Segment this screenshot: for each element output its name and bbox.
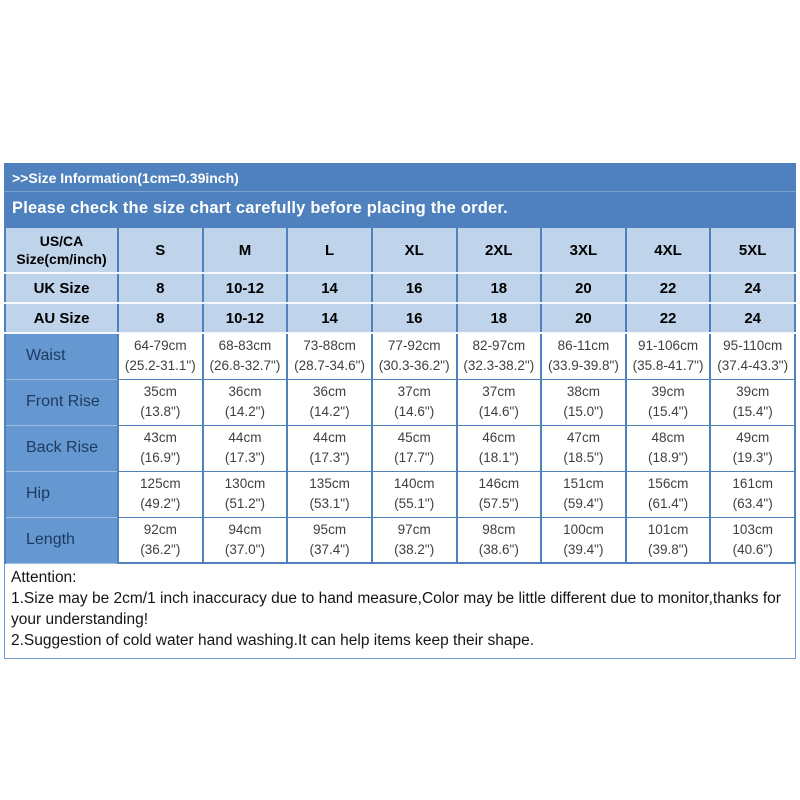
measurement-cell: 97cm (38.2") [370,516,458,564]
size-value-cell: 14 [286,302,373,334]
table-row: AU Size 8 10-12 14 16 18 20 22 24 [4,302,796,334]
row-label: Length [4,516,119,564]
measurement-cell: 140cm (55.1") [370,470,458,518]
size-value-cell: 24 [709,302,796,334]
column-header-4xl: 4XL [624,228,712,274]
table-row: Front Rise 35cm (13.8") 36cm (14.2") 36cm (14.… [4,378,796,426]
size-table-body: UK Size 8 10-12 14 16 18 20 22 24 AU Size 8 10-12 14… [4,272,796,564]
measurement-cell: 146cm (57.5") [455,470,543,518]
measurement-cell: 151cm (59.4") [540,470,627,518]
attention-box: Attention: 1.Size may be 2cm/1 inch inac… [4,564,796,659]
measurement-cell: 77-92cm (30.3-36.2") [370,332,458,380]
table-row: Length 92cm (36.2") 94cm (37.0") 95cm (37.4") 9… [4,516,796,564]
measurement-cell: 100cm (39.4") [540,516,627,564]
measurement-cell: 44cm (17.3") [201,424,289,472]
table-row: Back Rise 43cm (16.9") 44cm (17.3") 44cm (17.3… [4,424,796,472]
attention-heading: Attention: [11,569,77,586]
measurement-cell: 45cm (17.7") [370,424,458,472]
size-value-cell: 16 [370,302,458,334]
measurement-cell: 38cm (15.0") [540,378,627,426]
row-label: Hip [4,470,119,518]
size-value-cell: 20 [540,272,627,304]
measurement-cell: 161cm (63.4") [709,470,796,518]
measurement-cell: 73-88cm (28.7-34.6") [286,332,373,380]
size-value-cell: 22 [624,272,712,304]
table-row: Waist 64-79cm (25.2-31.1") 68-83cm (26.8-32.… [4,332,796,380]
size-value-cell: 18 [455,302,543,334]
banner: >>Size Information(1cm=0.39inch) Please … [4,163,796,228]
measurement-cell: 130cm (51.2") [201,470,289,518]
row-label: Back Rise [4,424,119,472]
size-value-cell: 20 [540,302,627,334]
measurement-cell: 82-97cm (32.3-38.2") [455,332,543,380]
corner-header-cell: US/CA Size(cm/inch) [4,228,119,274]
column-header-l: L [286,228,373,274]
measurement-cell: 46cm (18.1") [455,424,543,472]
measurement-cell: 64-79cm (25.2-31.1") [117,332,204,380]
attention-line: 2.Suggestion of cold water hand washing.… [11,632,535,649]
size-value-cell: 8 [117,272,204,304]
measurement-cell: 47cm (18.5") [540,424,627,472]
measurement-cell: 86-11cm (33.9-39.8") [540,332,627,380]
measurement-cell: 36cm (14.2") [286,378,373,426]
table-row: Hip 125cm (49.2") 130cm (51.2") 135cm (53.1") 1… [4,470,796,518]
size-value-cell: 10-12 [201,302,289,334]
measurement-cell: 156cm (61.4") [624,470,712,518]
measurement-cell: 125cm (49.2") [117,470,204,518]
row-label: Waist [4,332,119,380]
size-value-cell: 22 [624,302,712,334]
banner-subtitle: Please check the size chart carefully be… [12,199,508,217]
size-value-cell: 8 [117,302,204,334]
size-value-cell: 14 [286,272,373,304]
column-header-m: M [201,228,289,274]
measurement-cell: 98cm (38.6") [455,516,543,564]
attention-lines: 1.Size may be 2cm/1 inch inaccuracy due … [11,588,789,651]
column-header-5xl: 5XL [709,228,796,274]
measurement-cell: 48cm (18.9") [624,424,712,472]
banner-title: >>Size Information(1cm=0.39inch) [4,163,796,192]
header-row: US/CA Size(cm/inch) S M L XL 2XL 3XL 4XL 5XL [4,228,796,274]
row-label: UK Size [4,272,119,304]
size-value-cell: 18 [455,272,543,304]
column-header-3xl: 3XL [540,228,627,274]
measurement-cell: 37cm (14.6") [370,378,458,426]
size-value-cell: 10-12 [201,272,289,304]
size-information-panel: >>Size Information(1cm=0.39inch) Please … [4,163,796,659]
measurement-cell: 103cm (40.6") [709,516,796,564]
measurement-cell: 92cm (36.2") [117,516,204,564]
row-label: AU Size [4,302,119,334]
measurement-cell: 35cm (13.8") [117,378,204,426]
measurement-cell: 39cm (15.4") [709,378,796,426]
size-table: US/CA Size(cm/inch) S M L XL 2XL 3XL 4XL 5XL UK S… [4,228,796,564]
measurement-cell: 44cm (17.3") [286,424,373,472]
measurement-cell: 95-110cm (37.4-43.3") [709,332,796,380]
attention-line: 1.Size may be 2cm/1 inch inaccuracy due … [11,590,781,628]
measurement-cell: 43cm (16.9") [117,424,204,472]
measurement-cell: 68-83cm (26.8-32.7") [201,332,289,380]
size-value-cell: 24 [709,272,796,304]
table-row: UK Size 8 10-12 14 16 18 20 22 24 [4,272,796,304]
size-table-head: US/CA Size(cm/inch) S M L XL 2XL 3XL 4XL 5XL [4,228,796,274]
column-header-s: S [117,228,204,274]
measurement-cell: 36cm (14.2") [201,378,289,426]
row-label: Front Rise [4,378,119,426]
measurement-cell: 101cm (39.8") [624,516,712,564]
measurement-cell: 135cm (53.1") [286,470,373,518]
measurement-cell: 91-106cm (35.8-41.7") [624,332,712,380]
column-header-xl: XL [370,228,458,274]
size-value-cell: 16 [370,272,458,304]
measurement-cell: 37cm (14.6") [455,378,543,426]
column-header-2xl: 2XL [455,228,543,274]
measurement-cell: 94cm (37.0") [201,516,289,564]
measurement-cell: 95cm (37.4") [286,516,373,564]
measurement-cell: 39cm (15.4") [624,378,712,426]
measurement-cell: 49cm (19.3") [709,424,796,472]
